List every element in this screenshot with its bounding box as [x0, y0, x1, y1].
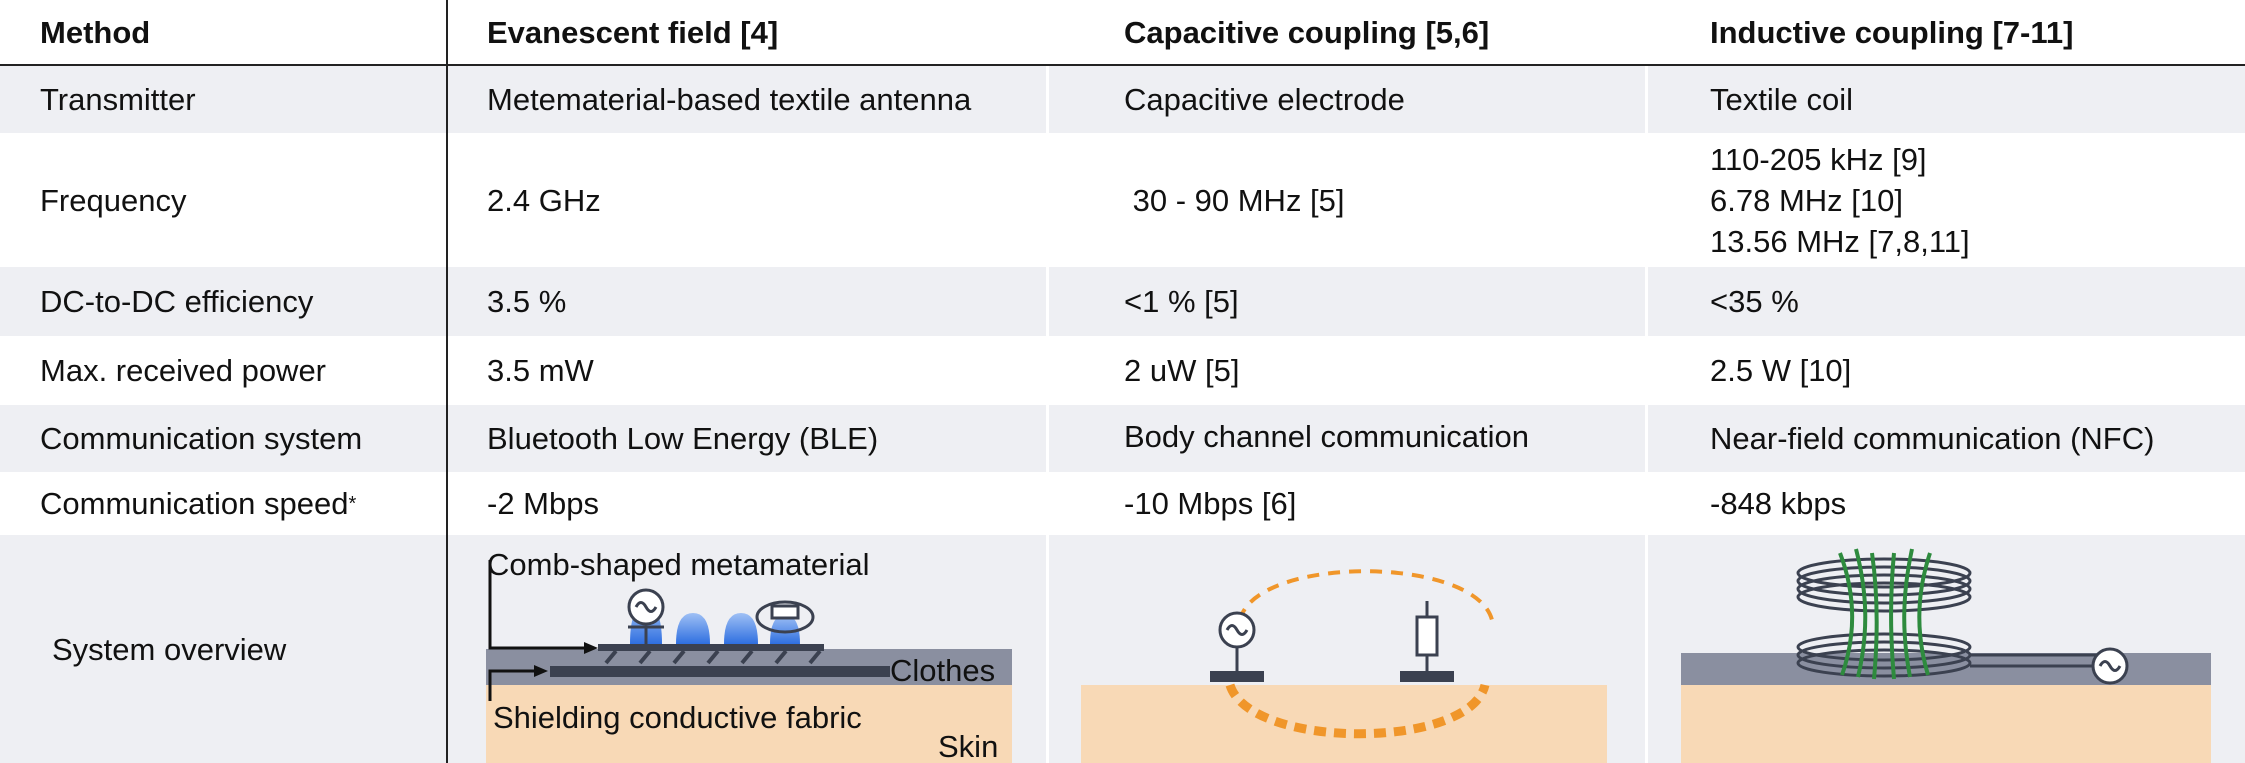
- skin-layer-capacitive: [1081, 685, 1607, 763]
- power-inductive: 2.5 W [10]: [1710, 353, 1852, 388]
- col-sep: [1046, 267, 1049, 336]
- metamaterial-strip: [598, 644, 824, 651]
- label-metamaterial: Comb-shaped metamaterial: [487, 547, 870, 582]
- frequency-inductive-line-2: 6.78 MHz [10]: [1710, 182, 1903, 218]
- table-row-speed: Communication speed * -2 Mbps -10 Mbps [6…: [0, 472, 2245, 535]
- label-skin: Skin: [938, 729, 998, 763]
- row-label-speed-text: Communication speed: [40, 486, 349, 521]
- power-evanescent: 3.5 mW: [487, 353, 594, 388]
- col-sep: [1645, 535, 1648, 763]
- bottom-coil-icon: [1796, 632, 1972, 678]
- header-divider: [0, 64, 2245, 66]
- ac-source-inductive-icon: [2091, 647, 2129, 685]
- col-sep: [1645, 405, 1648, 472]
- body-channel-path: [1225, 683, 1490, 739]
- table-row-transmitter: Transmitter Metematerial-based textile a…: [0, 66, 2245, 133]
- transmitter-capacitive: Capacitive electrode: [1124, 82, 1405, 117]
- frequency-inductive-line-1: 110-205 kHz [9]: [1710, 141, 1927, 177]
- rx-electrode-icon: [1400, 601, 1454, 682]
- capacitive-diagram: [1081, 569, 1607, 763]
- table-row-frequency: Frequency 2.4 GHz 30 - 90 MHz [5] 110-20…: [0, 133, 2245, 267]
- header-capacitive: Capacitive coupling [5,6]: [1124, 14, 1490, 50]
- field-lobe-2: [676, 613, 710, 644]
- efficiency-capacitive: <1 % [5]: [1124, 284, 1239, 319]
- skin-layer-inductive: [1681, 685, 2211, 763]
- col-sep: [1046, 535, 1049, 763]
- column-divider: [446, 0, 448, 763]
- comb-teeth: [604, 649, 822, 665]
- frequency-evanescent: 2.4 GHz: [487, 182, 601, 218]
- col-sep: [1645, 66, 1648, 133]
- label-shielding: Shielding conductive fabric: [493, 700, 862, 735]
- row-label-frequency: Frequency: [40, 182, 187, 218]
- row-label-communication: Communication system: [40, 421, 363, 456]
- inductive-diagram: [1681, 548, 2211, 763]
- row-label-power: Max. received power: [40, 353, 327, 388]
- table-row-communication: Communication system Bluetooth Low Energ…: [0, 405, 2245, 472]
- top-coil-icon: [1796, 557, 1972, 613]
- col-sep: [1046, 66, 1049, 133]
- pointer-metamaterial: [488, 560, 588, 650]
- row-label-overview: System overview: [52, 631, 287, 667]
- row-label-transmitter: Transmitter: [40, 82, 196, 117]
- skin-layer: [486, 685, 1012, 763]
- col-sep: [1046, 405, 1049, 472]
- table-row-efficiency: DC-to-DC efficiency 3.5 % <1 % [5] <35 %: [0, 267, 2245, 336]
- table-row-overview: System overview: [0, 535, 2245, 763]
- table-header-row: Method Evanescent field [4] Capacitive c…: [0, 0, 2245, 64]
- communication-inductive: Near-field communication (NFC): [1710, 421, 2155, 456]
- field-lobe-4: [770, 615, 800, 644]
- pointer-shielding: [488, 669, 538, 701]
- magnetic-field-lines: [1838, 548, 1932, 680]
- frequency-inductive-line-3: 13.56 MHz [7,8,11]: [1710, 223, 1970, 259]
- communication-capacitive: Body channel communication: [1124, 419, 1529, 454]
- communication-evanescent: Bluetooth Low Energy (BLE): [487, 421, 879, 456]
- tx-electrode-icon: [1210, 611, 1264, 682]
- frequency-capacitive: 30 - 90 MHz [5]: [1124, 182, 1345, 218]
- efficiency-inductive: <35 %: [1710, 284, 1799, 319]
- power-capacitive: 2 uW [5]: [1124, 353, 1240, 388]
- speed-capacitive: -10 Mbps [6]: [1124, 486, 1297, 521]
- speed-evanescent: -2 Mbps: [487, 486, 599, 521]
- frequency-inductive: 110-205 kHz [9] 6.78 MHz [10] 13.56 MHz …: [1710, 133, 1970, 267]
- label-clothes: Clothes: [890, 653, 995, 688]
- evanescent-diagram: Comb-shaped metamaterial Clothes Shieldi…: [486, 547, 1012, 763]
- transmitter-inductive: Textile coil: [1710, 82, 1853, 117]
- shielding-fabric: [550, 666, 890, 677]
- row-label-efficiency: DC-to-DC efficiency: [40, 284, 314, 319]
- transmitter-evanescent: Metematerial-based textile antenna: [487, 82, 972, 117]
- header-inductive: Inductive coupling [7-11]: [1710, 14, 2074, 50]
- speed-inductive: -848 kbps: [1710, 486, 1847, 521]
- header-evanescent: Evanescent field [4]: [487, 14, 779, 50]
- clothes-layer-inductive: [1681, 653, 2211, 685]
- header-method: Method: [40, 14, 151, 50]
- field-lobe-3: [724, 613, 758, 644]
- table-row-power: Max. received power 3.5 mW 2 uW [5] 2.5 …: [0, 336, 2245, 405]
- col-sep: [1645, 267, 1648, 336]
- efficiency-evanescent: 3.5 %: [487, 284, 567, 319]
- load-icon: [755, 600, 815, 634]
- air-return-path: [1238, 569, 1494, 621]
- row-label-speed: Communication speed *: [40, 472, 356, 535]
- ac-source-icon: [627, 588, 665, 644]
